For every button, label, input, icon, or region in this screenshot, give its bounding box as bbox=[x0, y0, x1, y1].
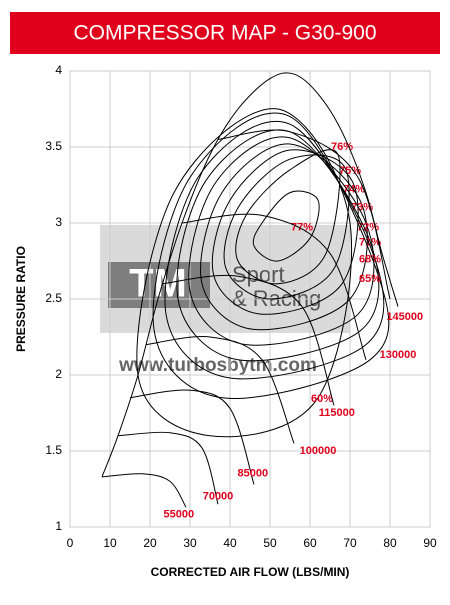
watermark-text: Sport bbox=[232, 262, 285, 287]
x-tick-label: 50 bbox=[263, 536, 277, 550]
speed-line-label: 115000 bbox=[319, 407, 355, 419]
y-tick-label: 1 bbox=[55, 519, 62, 533]
speed-line bbox=[181, 213, 367, 360]
x-tick-label: 40 bbox=[223, 536, 237, 550]
speed-line bbox=[161, 274, 335, 406]
speed-line-label: 55000 bbox=[164, 509, 195, 521]
x-tick-label: 60 bbox=[303, 536, 317, 550]
x-tick-label: 90 bbox=[423, 536, 437, 550]
efficiency-island bbox=[188, 136, 375, 346]
speed-line bbox=[217, 129, 391, 300]
speed-line bbox=[117, 431, 219, 505]
y-tick-label: 4 bbox=[55, 63, 62, 77]
speed-line-label: 85000 bbox=[238, 468, 269, 480]
x-tick-label: 10 bbox=[103, 536, 117, 550]
speed-line-label: 70000 bbox=[203, 491, 234, 503]
x-axis-label: CORRECTED AIR FLOW (LBS/MIN) bbox=[151, 565, 350, 579]
x-tick-label: 20 bbox=[143, 536, 157, 550]
efficiency-island bbox=[200, 143, 368, 331]
efficiency-island-label: 60% bbox=[311, 393, 333, 405]
efficiency-island bbox=[152, 112, 390, 399]
y-axis-label: PRESSURE RATIO bbox=[14, 246, 28, 352]
efficiency-island bbox=[252, 190, 320, 262]
efficiency-island bbox=[136, 108, 353, 438]
chart-title: COMPRESSOR MAP - G30-900 bbox=[73, 22, 376, 45]
y-tick-label: 2 bbox=[55, 367, 62, 381]
y-tick-label: 3.5 bbox=[45, 139, 62, 153]
y-tick-label: 3 bbox=[55, 215, 62, 229]
speed-line bbox=[129, 389, 255, 485]
speed-line-label: 130000 bbox=[380, 349, 417, 361]
efficiency-island-label: 76% bbox=[331, 141, 353, 153]
watermark-url: www.turbosbytm.com bbox=[118, 355, 317, 376]
y-tick-label: 1.5 bbox=[45, 443, 62, 457]
y-tick-label: 2.5 bbox=[45, 291, 62, 305]
efficiency-island bbox=[164, 120, 385, 380]
efficiency-island-label: 65% bbox=[359, 273, 381, 285]
speed-line-label: 145000 bbox=[386, 311, 423, 323]
title-bar bbox=[10, 12, 440, 54]
x-tick-label: 0 bbox=[67, 536, 74, 550]
watermark-logo bbox=[108, 262, 210, 308]
efficiency-island bbox=[223, 154, 350, 300]
speed-line bbox=[101, 72, 399, 478]
x-tick-label: 70 bbox=[343, 536, 357, 550]
x-tick-label: 30 bbox=[183, 536, 197, 550]
speed-line-label: 100000 bbox=[300, 445, 337, 457]
speed-line bbox=[145, 336, 295, 444]
efficiency-island-label: 68% bbox=[359, 253, 381, 265]
efficiency-island-label: 77% bbox=[291, 221, 313, 233]
speed-line bbox=[101, 473, 187, 508]
x-tick-label: 80 bbox=[383, 536, 397, 550]
efficiency-island bbox=[235, 149, 341, 285]
efficiency-island-label: 71% bbox=[359, 237, 381, 249]
